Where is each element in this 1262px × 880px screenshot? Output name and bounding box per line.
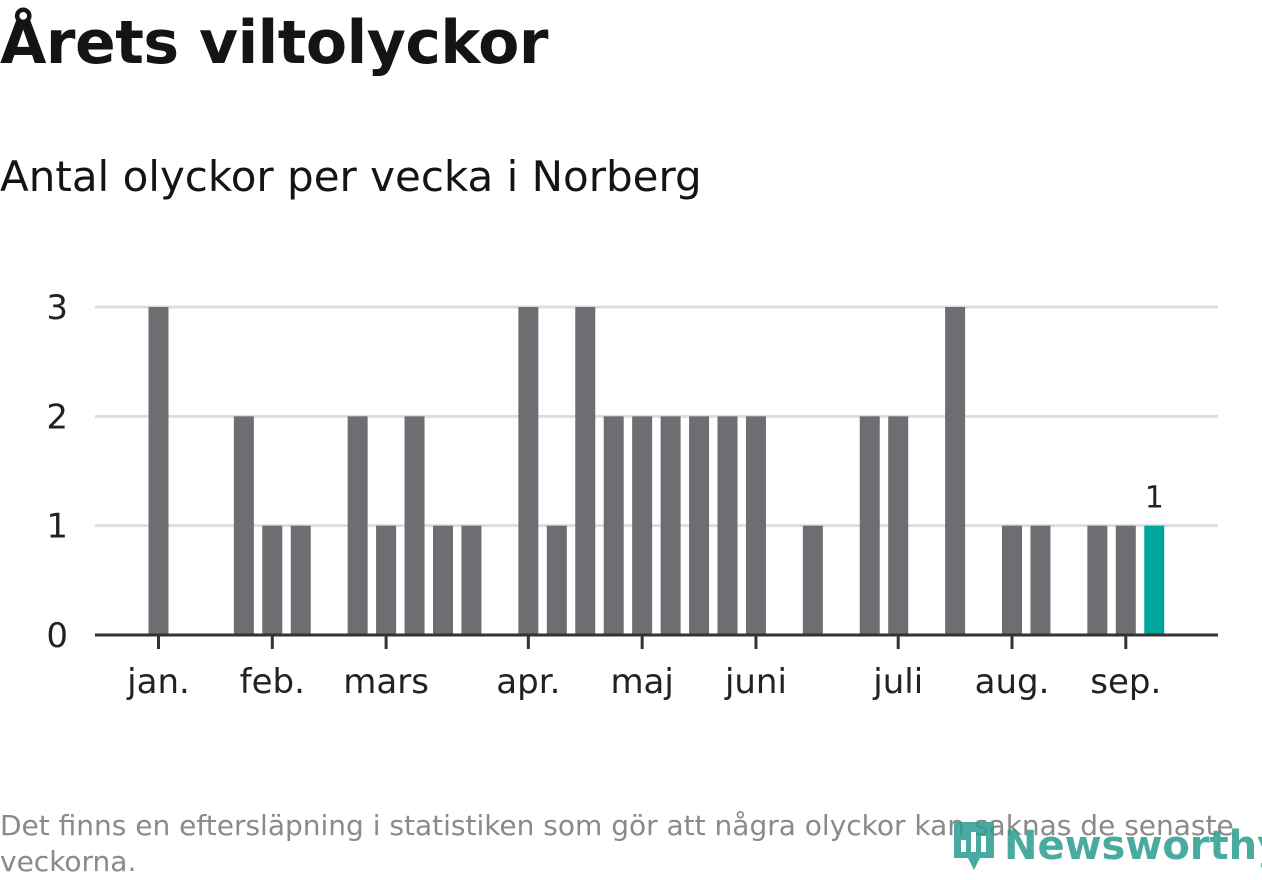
bar (802, 525, 823, 635)
x-tick-label: sep. (1090, 662, 1161, 702)
bar-chart: 0 1 2 3 1 jan. feb. mars apr. maj juni juli aug. sep. (46, 288, 1218, 702)
newsworthy-logo: Newsworthy (950, 818, 1262, 874)
y-tick-label: 2 (46, 397, 68, 437)
x-tick-label: feb. (240, 662, 305, 702)
bar (575, 307, 596, 635)
bar (233, 416, 254, 635)
x-tick-label: aug. (975, 662, 1050, 702)
bar (1002, 525, 1022, 635)
bar (404, 416, 425, 635)
x-tick-label: mars (343, 662, 429, 702)
x-axis (95, 633, 1218, 649)
bar (689, 416, 710, 635)
y-tick-label: 1 (46, 507, 68, 547)
bar (717, 416, 738, 635)
gridlines (95, 305, 1218, 528)
chart-subtitle: Antal olyckor per vecka i Norberg (0, 152, 702, 201)
bar (888, 416, 909, 635)
bar (376, 525, 397, 635)
axis-labels: 0 1 2 3 1 jan. feb. mars apr. maj juni juli aug. sep. (46, 288, 1163, 702)
bar-chart-logo-icon (954, 822, 994, 870)
bar (433, 525, 453, 635)
x-tick-label: apr. (496, 662, 560, 702)
bar (945, 307, 966, 635)
bar (660, 416, 681, 635)
y-tick-label: 3 (46, 288, 68, 328)
bar (632, 416, 653, 635)
bar (262, 525, 283, 635)
logo-text: Newsworthy (1004, 823, 1262, 869)
bar (603, 416, 624, 635)
bar (518, 307, 539, 635)
bar (1030, 525, 1051, 635)
x-tick-label: jan. (126, 662, 190, 702)
x-tick-label: maj (610, 662, 673, 702)
bar (859, 416, 880, 635)
bar (1087, 525, 1108, 635)
footnote: Det finns en eftersläpning i statistiken… (0, 809, 1234, 878)
bar (347, 416, 368, 635)
bar (461, 525, 482, 635)
bar (1115, 525, 1136, 635)
bar-value-label: 1 (1145, 481, 1164, 516)
bars (148, 307, 1165, 635)
x-tick-label: juni (724, 662, 787, 702)
chart-title: Årets viltolyckor (0, 8, 549, 78)
bar-highlight (1144, 525, 1165, 635)
bar (148, 307, 169, 635)
x-tick-label: juli (872, 662, 923, 702)
bar (290, 525, 311, 635)
bar (745, 416, 766, 635)
bar (546, 525, 567, 635)
y-tick-label: 0 (46, 616, 68, 656)
